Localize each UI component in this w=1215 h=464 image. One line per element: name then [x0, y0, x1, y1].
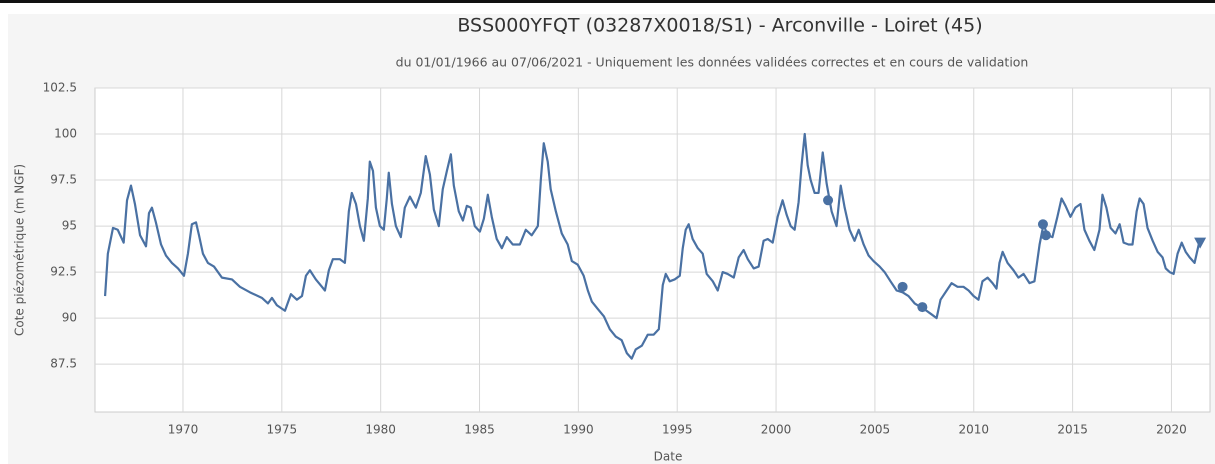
- data-point: [1194, 237, 1207, 249]
- y-tick-label: 100: [54, 127, 77, 141]
- x-tick-label: 2015: [1057, 423, 1088, 437]
- y-tick-label: 92.5: [50, 265, 77, 279]
- x-tick-label: 1970: [168, 423, 199, 437]
- y-tick-label: 102.5: [43, 81, 77, 95]
- data-point: [1037, 219, 1048, 230]
- x-tick-label: 2010: [958, 423, 989, 437]
- x-tick-label: 1995: [662, 423, 693, 437]
- y-axis-label: Cote piézométrique (m NGF): [13, 164, 27, 336]
- data-point: [897, 281, 908, 292]
- y-tick-label: 97.5: [50, 173, 77, 187]
- x-axis-label: Date: [654, 450, 683, 464]
- plot-area: [94, 87, 1211, 413]
- data-point: [823, 195, 834, 206]
- x-tick-label: 1980: [365, 423, 396, 437]
- data-line: [103, 132, 1204, 360]
- x-tick-label: 1990: [563, 423, 594, 437]
- top-bar: [0, 0, 1215, 3]
- chart-subtitle: du 01/01/1966 au 07/06/2021 - Uniquement…: [396, 55, 1029, 70]
- data-point: [917, 302, 928, 313]
- y-tick-label: 87.5: [50, 357, 77, 371]
- chart-title: BSS000YFQT (03287X0018/S1) - Arconville …: [457, 15, 982, 37]
- x-tick-label: 1975: [267, 423, 298, 437]
- x-tick-label: 2000: [761, 423, 792, 437]
- x-tick-label: 1985: [464, 423, 495, 437]
- y-tick-label: 90: [62, 311, 77, 325]
- x-tick-label: 2005: [860, 423, 891, 437]
- data-point: [1040, 230, 1051, 241]
- x-tick-label: 2020: [1156, 423, 1187, 437]
- y-tick-label: 95: [62, 219, 77, 233]
